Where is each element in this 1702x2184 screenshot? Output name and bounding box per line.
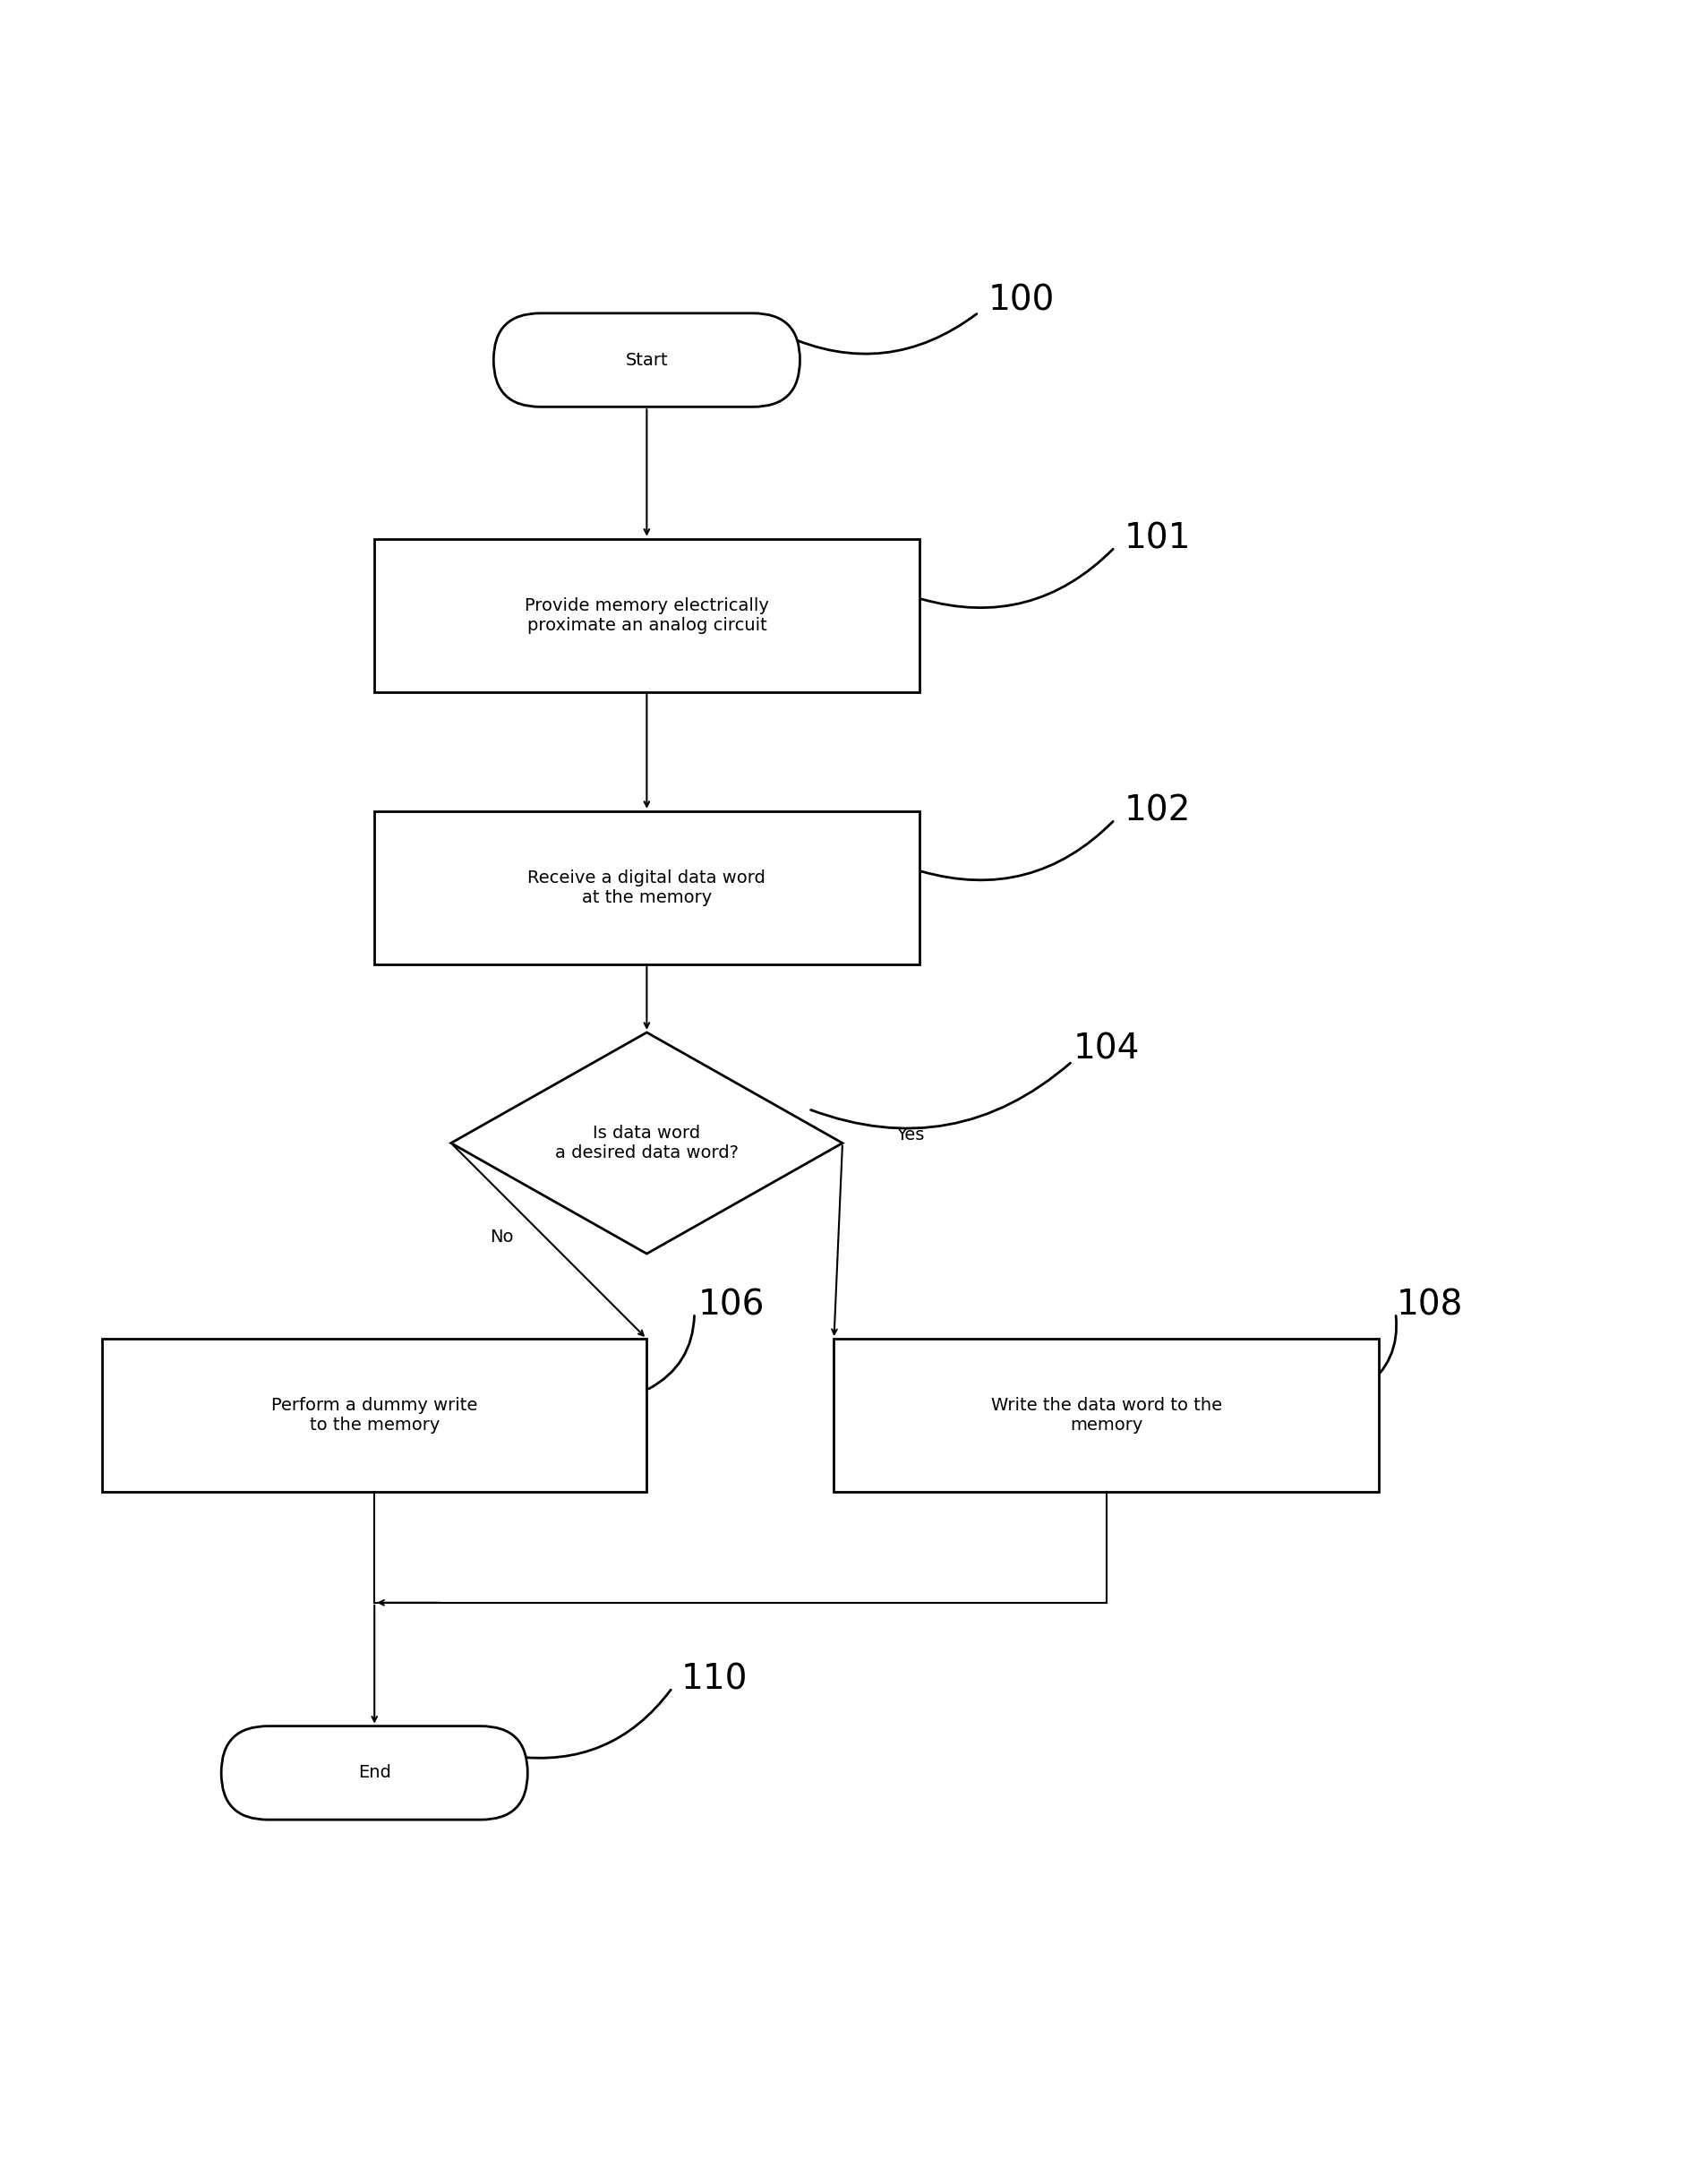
Polygon shape [451, 1033, 842, 1254]
FancyArrowPatch shape [648, 1315, 694, 1389]
FancyBboxPatch shape [834, 1339, 1379, 1492]
Text: Provide memory electrically
proximate an analog circuit: Provide memory electrically proximate an… [524, 596, 769, 633]
FancyArrowPatch shape [512, 1690, 671, 1758]
Text: Perform a dummy write
to the memory: Perform a dummy write to the memory [271, 1398, 478, 1433]
FancyBboxPatch shape [374, 810, 919, 965]
FancyBboxPatch shape [221, 1725, 528, 1819]
FancyArrowPatch shape [810, 1064, 1071, 1129]
Text: 104: 104 [1072, 1033, 1140, 1066]
Text: 100: 100 [987, 284, 1055, 317]
Text: Receive a digital data word
at the memory: Receive a digital data word at the memor… [528, 869, 766, 906]
Text: 106: 106 [698, 1289, 766, 1321]
Text: End: End [357, 1765, 391, 1782]
Text: 102: 102 [1123, 795, 1191, 828]
FancyBboxPatch shape [374, 539, 919, 692]
Text: Start: Start [625, 352, 669, 369]
Text: 101: 101 [1123, 522, 1191, 555]
FancyBboxPatch shape [102, 1339, 647, 1492]
FancyArrowPatch shape [921, 821, 1113, 880]
FancyArrowPatch shape [785, 314, 977, 354]
Text: No: No [490, 1227, 514, 1245]
FancyBboxPatch shape [494, 312, 800, 406]
Text: Is data word
a desired data word?: Is data word a desired data word? [555, 1125, 739, 1162]
FancyArrowPatch shape [1363, 1315, 1396, 1389]
Text: Write the data word to the
memory: Write the data word to the memory [991, 1398, 1222, 1433]
Text: 110: 110 [681, 1662, 749, 1697]
Text: Yes: Yes [897, 1127, 924, 1142]
FancyArrowPatch shape [921, 548, 1113, 607]
Text: 108: 108 [1396, 1289, 1464, 1321]
